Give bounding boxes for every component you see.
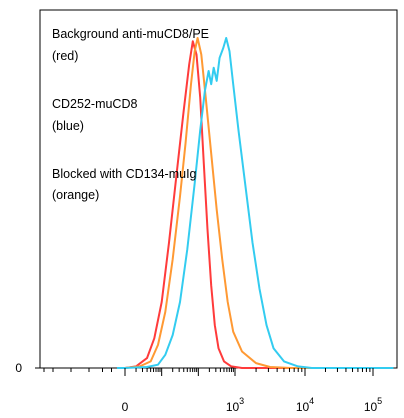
annotation-blue-line2: (blue) bbox=[52, 119, 84, 133]
annotation-red-line2: (red) bbox=[52, 49, 78, 63]
x-tick-label-0: 0 bbox=[122, 400, 129, 413]
legend-annotations: Background anti-muCD8/PE (red) CD252-muC… bbox=[52, 27, 209, 202]
series-layer bbox=[117, 37, 394, 369]
series-line-2 bbox=[117, 37, 394, 369]
annotation-blue-line1: CD252-muCD8 bbox=[52, 97, 137, 111]
x-tick-label-2: 104 bbox=[296, 396, 314, 413]
x-tick-labels: 0 103 104 105 bbox=[122, 396, 383, 414]
plot-frame bbox=[39, 9, 398, 369]
x-tick-label-1: 103 bbox=[226, 396, 244, 413]
annotation-orange-line2: (orange) bbox=[52, 188, 99, 202]
annotation-orange-line1: Blocked with CD134-muIg bbox=[52, 167, 197, 181]
series-line-1 bbox=[117, 37, 394, 369]
x-axis-ticks bbox=[43, 368, 374, 376]
x-tick-label-3: 105 bbox=[364, 396, 382, 413]
annotation-red-line1: Background anti-muCD8/PE bbox=[52, 27, 209, 41]
y-tick-label-0: 0 bbox=[15, 361, 22, 375]
